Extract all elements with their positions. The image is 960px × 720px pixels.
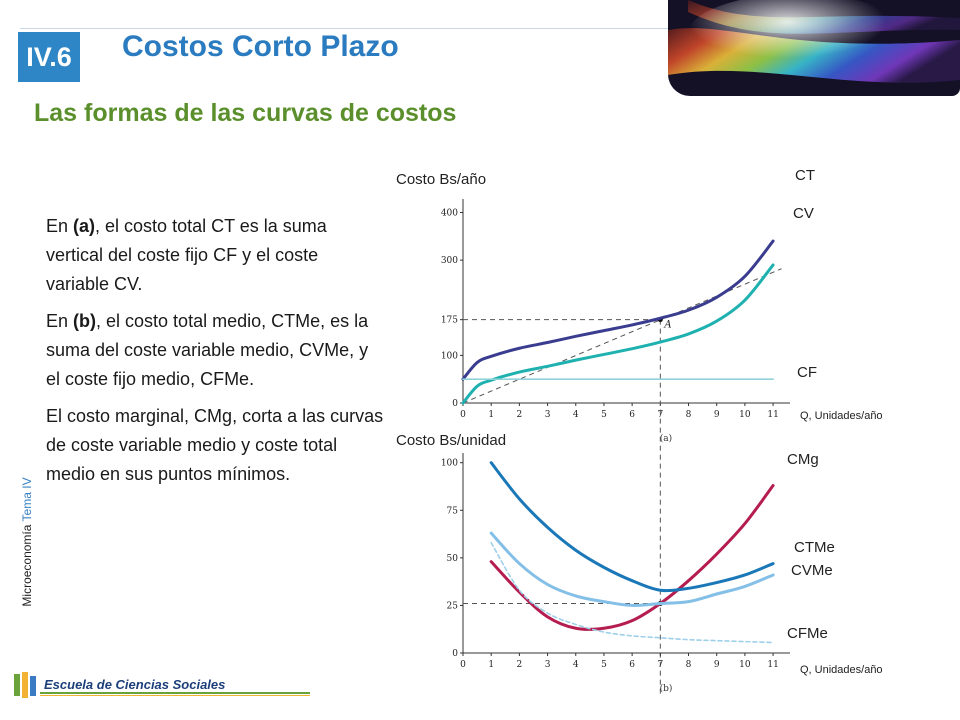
series-ct-line — [461, 239, 775, 381]
header-rule — [20, 28, 670, 29]
x-tick-label-b: 6 — [629, 660, 635, 670]
x-tick-label-b: 9 — [714, 660, 720, 670]
x-tick-label-b: 3 — [545, 660, 551, 670]
series-ctme-line — [489, 461, 775, 593]
point-a-label: A — [663, 320, 671, 331]
panel-label-b: (b) — [660, 683, 673, 694]
body-text: En (a), el costo total CT es la suma ver… — [46, 212, 386, 497]
x-tick-label-b: 11 — [767, 660, 778, 670]
slide-subtitle: Las formas de las curvas de costos — [34, 99, 457, 127]
x-tick-label-b: 2 — [517, 660, 523, 670]
x-axis-title-b: Q, Unidades/año — [800, 664, 883, 676]
chart-a-ylabel: Costo Bs/año — [396, 171, 487, 188]
x-tick-label-a: 3 — [545, 410, 551, 420]
series-label-cmg: CMg — [787, 451, 819, 468]
section-badge: IV.6 — [18, 32, 80, 82]
chart-b-ylabel: Costo Bs/unidad — [396, 432, 507, 449]
school-logo — [14, 672, 310, 698]
x-tick-label-a: 5 — [601, 410, 607, 420]
x-tick-label-a: 6 — [629, 410, 635, 420]
paragraph-a: En (a), el costo total CT es la suma ver… — [46, 216, 327, 294]
slide-title: Costos Corto Plazo — [122, 30, 399, 63]
y-tick-label-b: 25 — [447, 601, 459, 611]
x-tick-label-b: 4 — [573, 660, 579, 670]
series-label-ctme: CTMe — [794, 539, 835, 556]
series-label-cfme: CFMe — [787, 625, 828, 642]
series-cfme-line — [490, 541, 774, 644]
panel-label-a: (a) — [660, 433, 672, 444]
x-tick-label-a: 8 — [686, 410, 692, 420]
x-tick-label-a: 7 — [657, 410, 663, 420]
y-tick-label-b: 75 — [447, 506, 459, 516]
y-tick-label-a: 100 — [441, 351, 458, 361]
x-tick-label-b: 1 — [488, 660, 494, 670]
y-tick-label-b: 100 — [441, 459, 458, 469]
series-label-cf: CF — [797, 364, 817, 381]
x-tick-label-a: 2 — [517, 410, 523, 420]
x-tick-label-b: 0 — [460, 660, 466, 670]
decorative-header-image — [668, 0, 960, 96]
series-cmg-line — [489, 484, 775, 631]
x-tick-label-a: 10 — [739, 410, 751, 420]
course-label: Microeconomía Tema IV — [20, 477, 34, 607]
paragraph-cmg: El costo marginal, CMg, corta a las curv… — [46, 406, 384, 484]
x-tick-label-a: 1 — [488, 410, 494, 420]
paragraph-b: En (b), el costo total medio, CTMe, es l… — [46, 311, 369, 389]
y-tick-label-b: 0 — [452, 649, 458, 659]
y-tick-label-a: 175 — [441, 316, 458, 326]
series-label-cvme: CVMe — [791, 562, 833, 579]
x-tick-label-a: 11 — [767, 410, 778, 420]
y-tick-label-a: 0 — [452, 399, 458, 409]
x-tick-label-b: 8 — [686, 660, 692, 670]
school-logo-text: Escuela de Ciencias Sociales — [44, 677, 226, 692]
x-tick-label-b: 10 — [739, 660, 751, 670]
x-tick-label-a: 0 — [460, 410, 466, 420]
y-tick-label-a: 300 — [441, 256, 458, 266]
series-cvme-line — [489, 531, 775, 607]
x-tick-label-b: 5 — [601, 660, 607, 670]
series-label-cv: CV — [793, 205, 814, 222]
y-tick-label-a: 400 — [441, 209, 458, 219]
series-label-ct: CT — [795, 167, 815, 184]
x-tick-label-a: 9 — [714, 410, 720, 420]
x-axis-title-a: Q, Unidades/año — [800, 410, 883, 422]
x-tick-label-b: 7 — [657, 660, 663, 670]
series-cv-line — [461, 263, 775, 405]
y-tick-label-b: 50 — [447, 554, 459, 564]
x-tick-label-a: 4 — [573, 410, 579, 420]
ray-line — [462, 268, 782, 404]
